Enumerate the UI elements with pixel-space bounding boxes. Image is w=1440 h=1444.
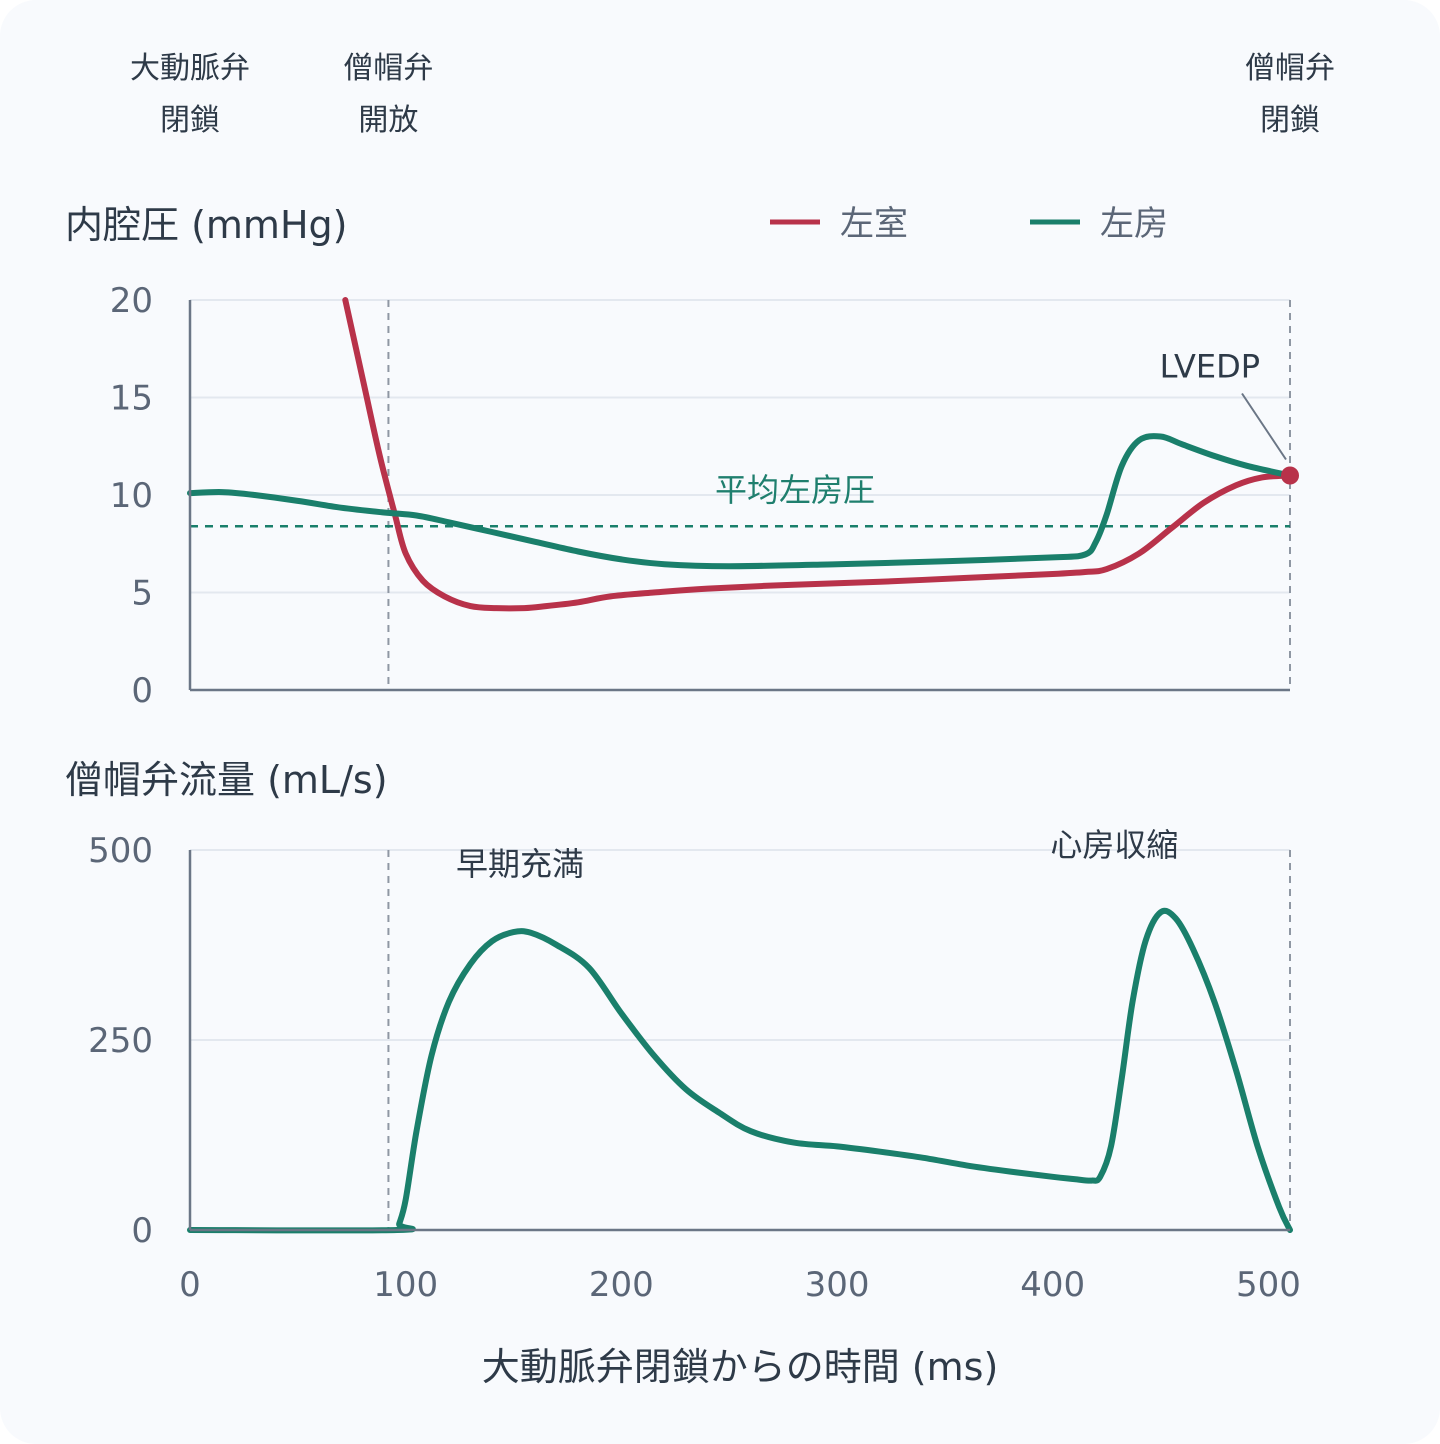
- flow-series: [187, 907, 1293, 1234]
- mean-la-pressure-label: 平均左房圧: [715, 471, 875, 509]
- event-label-av-close-line2: 閉鎖: [160, 103, 220, 138]
- lvedp-label: LVEDP: [1160, 348, 1260, 386]
- pressure-grid: [190, 299, 1290, 594]
- legend: 左室 左房: [770, 204, 1168, 244]
- pressure-line-1: [342, 297, 1293, 612]
- pressure-line-2: [187, 433, 1293, 570]
- lvedp-point: [1281, 466, 1299, 485]
- early-filling-label: 早期充満: [456, 845, 584, 883]
- flow-grid: [190, 849, 1290, 1041]
- flow-y-ticks: 0 250 500: [88, 831, 153, 1251]
- pressure-y-ticks: 0 5 10 15 20: [110, 281, 153, 711]
- x-tick-label: 300: [805, 1265, 870, 1305]
- lvedp-leader-line: [1241, 392, 1287, 461]
- x-tick-label: 400: [1020, 1265, 1085, 1305]
- x-tick-label: 0: [179, 1265, 201, 1305]
- y-tick-label: 0: [131, 1211, 153, 1251]
- y-tick-label: 10: [110, 476, 153, 516]
- pressure-axes: [188, 300, 1290, 692]
- x-ticks: 0 100 200 300 400 500: [179, 1265, 1301, 1305]
- event-label-mv-close: 僧帽弁: [1245, 51, 1335, 86]
- event-label-mv-open-line2: 開放: [358, 103, 418, 138]
- legend-label-la: 左房: [1100, 204, 1168, 244]
- x-tick-label: 100: [373, 1265, 438, 1305]
- event-label-mv-open: 僧帽弁: [343, 51, 433, 86]
- event-label-mv-close-line2: 閉鎖: [1260, 103, 1320, 138]
- flow-axes: [188, 850, 1290, 1232]
- y-tick-label: 500: [88, 831, 153, 871]
- y-tick-label: 250: [88, 1021, 153, 1061]
- x-axis-title: 大動脈弁閉鎖からの時間 (ms): [482, 1345, 999, 1389]
- pressure-axis-title: 内腔圧 (mmHg): [65, 203, 347, 247]
- y-tick-label: 20: [110, 281, 153, 321]
- legend-label-lv: 左室: [840, 204, 908, 244]
- atrial-contraction-label: 心房収縮: [1050, 826, 1178, 864]
- pressure-series: [187, 297, 1293, 612]
- x-tick-label: 500: [1236, 1265, 1301, 1305]
- y-tick-label: 15: [110, 379, 153, 419]
- event-label-av-close: 大動脈弁: [130, 51, 250, 86]
- flow-line-1: [187, 907, 1293, 1234]
- y-tick-label: 0: [131, 671, 153, 711]
- x-tick-label: 200: [589, 1265, 654, 1305]
- flow-axis-title: 僧帽弁流量 (mL/s): [65, 758, 388, 802]
- y-tick-label: 5: [131, 574, 153, 614]
- flow-event-lines: [387, 850, 1291, 1230]
